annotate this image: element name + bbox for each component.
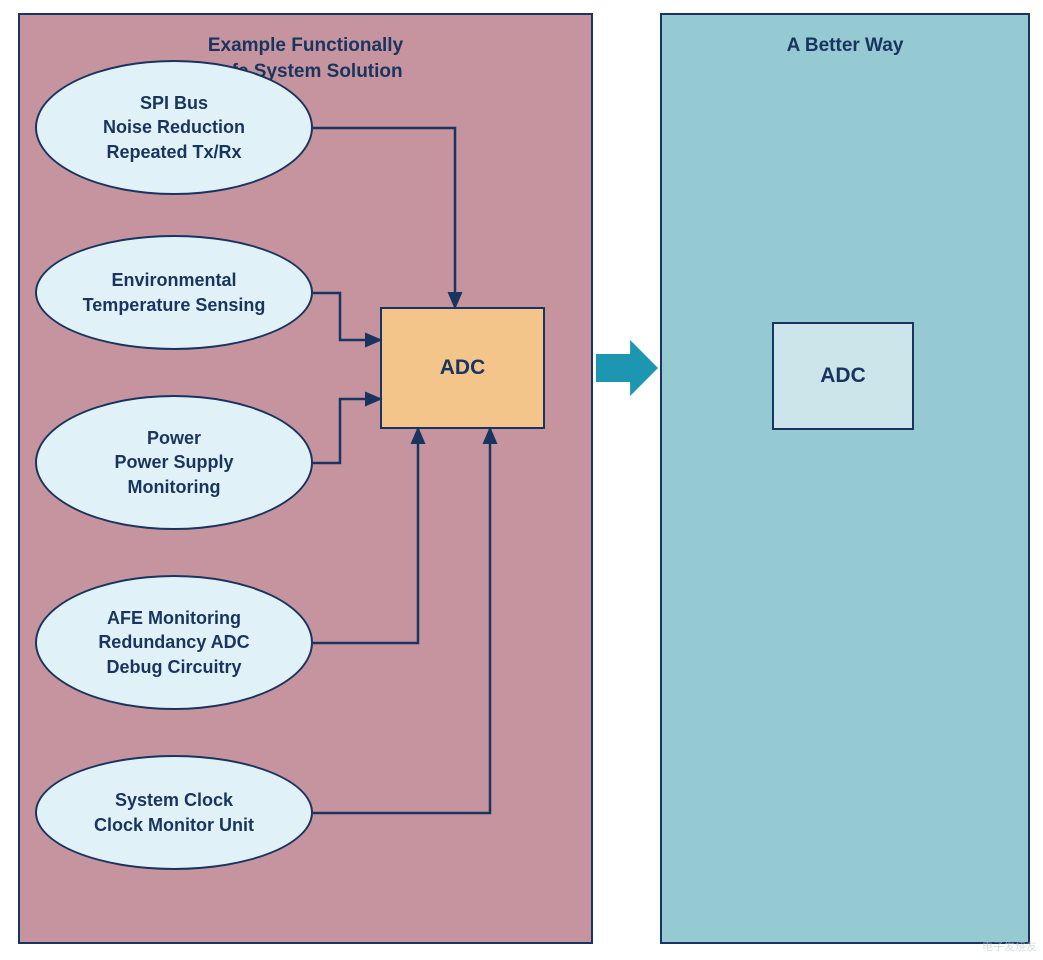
ellipse-system-clock: System ClockClock Monitor Unit [35, 755, 313, 870]
watermark-text: 电子发烧友 [982, 938, 1037, 954]
left-adc-label: ADC [440, 356, 486, 380]
right-panel: A Better Way [660, 13, 1030, 944]
ellipse-line: Clock Monitor Unit [94, 813, 254, 837]
ellipse-environmental: EnvironmentalTemperature Sensing [35, 235, 313, 350]
ellipse-power: PowerPower SupplyMonitoring [35, 395, 313, 530]
ellipse-line: Redundancy ADC [98, 630, 249, 654]
big-arrow [596, 340, 658, 396]
diagram-container: Example Functionally Safe System Solutio… [0, 0, 1043, 960]
right-adc-box: ADC [772, 322, 914, 430]
left-title-line1: Example Functionally [208, 35, 403, 56]
ellipse-line: Temperature Sensing [83, 293, 266, 317]
right-panel-title: A Better Way [662, 15, 1028, 59]
ellipse-afe-monitoring: AFE MonitoringRedundancy ADCDebug Circui… [35, 575, 313, 710]
ellipse-line: AFE Monitoring [107, 606, 241, 630]
ellipse-line: Power Supply [114, 450, 233, 474]
ellipse-line: Repeated Tx/Rx [106, 140, 241, 164]
ellipse-line: Power [147, 426, 201, 450]
ellipse-line: Debug Circuitry [106, 655, 241, 679]
ellipse-line: System Clock [115, 788, 233, 812]
ellipse-line: Monitoring [128, 475, 221, 499]
right-adc-label: ADC [820, 364, 866, 388]
ellipse-line: Environmental [111, 268, 236, 292]
ellipse-line: Noise Reduction [103, 115, 245, 139]
big-arrow-shape [596, 340, 658, 396]
ellipse-spi-bus: SPI BusNoise ReductionRepeated Tx/Rx [35, 60, 313, 195]
ellipse-line: SPI Bus [140, 91, 208, 115]
left-adc-box: ADC [380, 307, 545, 429]
